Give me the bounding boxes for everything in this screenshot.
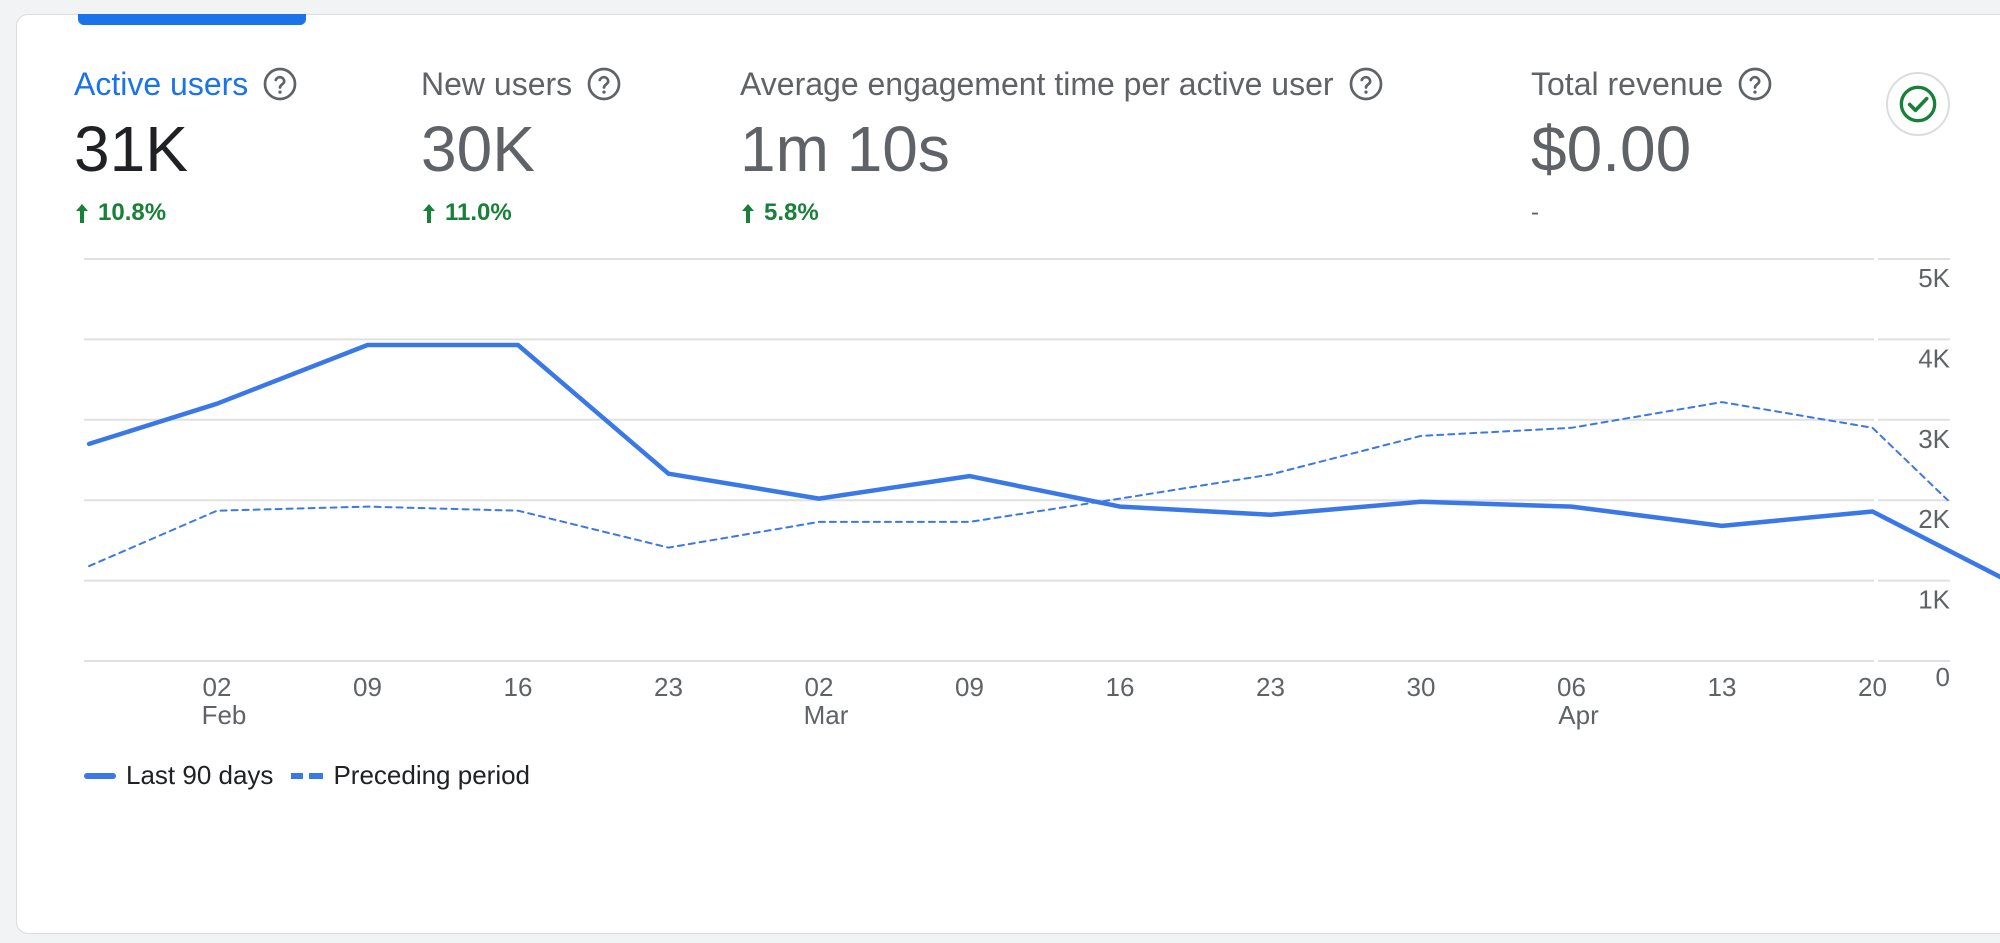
y-tick-label: 4K <box>1918 343 1950 373</box>
metric-label: Total revenue <box>1531 65 1724 102</box>
legend-solid-line-icon <box>84 772 116 779</box>
x-tick-month-label: Mar <box>804 700 849 730</box>
x-tick-label: 06 <box>1557 672 1586 702</box>
metric-label: Active users <box>74 65 249 102</box>
chart-legend: Last 90 days Preceding period <box>84 760 548 791</box>
x-tick-label: 23 <box>654 672 683 702</box>
x-tick-label: 09 <box>353 672 382 702</box>
legend-item-current[interactable]: Last 90 days <box>84 760 273 791</box>
help-icon[interactable] <box>586 66 622 102</box>
active-metric-indicator <box>78 14 306 25</box>
metric-value: 1m 10s <box>740 113 950 185</box>
y-tick-label: 0 <box>1936 662 1950 692</box>
x-tick-label: 30 <box>1407 672 1436 702</box>
legend-item-previous[interactable]: Preceding period <box>291 760 530 791</box>
metric-value: 31K <box>74 113 188 185</box>
metric-active-users[interactable]: Active users 31K 10.8% <box>74 60 298 230</box>
metric-change-value: - <box>1531 199 1539 226</box>
last-90-days-line <box>86 342 2000 580</box>
check-circle-icon <box>1899 85 1937 123</box>
metric-label: Average engagement time per active user <box>740 65 1334 102</box>
y-tick-label: 1K <box>1918 585 1950 615</box>
legend-label: Last 90 days <box>126 760 274 790</box>
x-tick-label: 23 <box>1256 672 1285 702</box>
x-tick-month-label: Apr <box>1558 700 1599 730</box>
help-icon[interactable] <box>262 66 298 102</box>
metric-change-value: 5.8% <box>764 199 819 226</box>
metric-label: New users <box>421 65 573 102</box>
x-tick-label: 16 <box>1106 672 1135 702</box>
x-tick-label: 09 <box>955 672 984 702</box>
metric-change-value: 11.0% <box>445 199 512 226</box>
help-icon[interactable] <box>1737 66 1773 102</box>
metric-change-value: 10.8% <box>98 199 167 226</box>
metric-value: 30K <box>421 113 535 185</box>
metric-new-users[interactable]: New users 30K 11.0% <box>421 60 622 230</box>
metric-change: - <box>1531 196 1773 230</box>
metric-value: $0.00 <box>1531 113 1692 185</box>
x-tick-label: 02 <box>805 672 834 702</box>
overview-card <box>16 14 2000 934</box>
x-tick-month-label: Feb <box>202 700 247 730</box>
metric-change: 10.8% <box>74 196 298 230</box>
x-tick-label: 20 <box>1858 672 1887 702</box>
arrow-up-icon <box>742 204 754 223</box>
preceding-period-line <box>88 401 1949 568</box>
y-tick-label: 2K <box>1918 504 1950 534</box>
status-check-button[interactable] <box>1886 72 1950 136</box>
metric-average-engagement-time[interactable]: Average engagement time per active user … <box>740 60 1384 230</box>
arrow-up-icon <box>76 204 88 223</box>
metric-total-revenue[interactable]: Total revenue $0.00 - <box>1531 60 1773 230</box>
help-icon[interactable] <box>1348 66 1384 102</box>
x-tick-label: 16 <box>504 672 533 702</box>
y-tick-label: 5K <box>1918 263 1950 293</box>
legend-dashed-line-icon <box>291 772 324 779</box>
metric-change: 11.0% <box>421 196 622 230</box>
metric-change: 5.8% <box>740 196 1384 230</box>
legend-label: Preceding period <box>333 760 531 790</box>
y-tick-label: 3K <box>1918 424 1950 454</box>
x-tick-label: 13 <box>1708 672 1737 702</box>
arrow-up-icon <box>423 204 435 223</box>
x-tick-label: 02 <box>203 672 232 702</box>
